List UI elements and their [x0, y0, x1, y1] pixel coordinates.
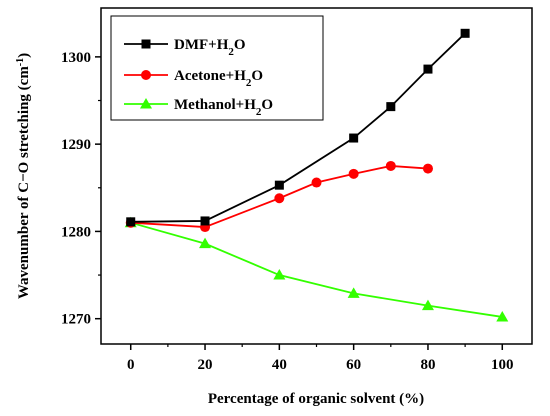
series-methanol-h2o	[124, 216, 509, 322]
x-tick-label: 100	[491, 357, 514, 373]
data-point-dmf-h2o	[460, 28, 470, 38]
legend-label-sub: 2	[228, 46, 234, 58]
series-layer	[124, 28, 509, 322]
data-point-acetone-h2o	[348, 168, 359, 179]
legend-label-tail: O	[251, 68, 263, 84]
legend-label-tail: O	[261, 97, 273, 113]
series-line-methanol-h2o	[130, 221, 503, 318]
data-point-acetone-h2o	[422, 163, 433, 174]
data-point-acetone-h2o	[274, 193, 285, 204]
x-axis-title: Percentage of organic solvent (%)	[208, 391, 424, 407]
y-axis-title: Wavenumber of C−O stretching (cm-1)	[15, 53, 33, 299]
legend-entry-dmf-h2o: DMF+H2O	[124, 37, 246, 58]
y-axis-title-main: Wavenumber of C−O stretching (cm	[16, 66, 32, 299]
data-point-methanol-h2o	[496, 310, 509, 322]
data-point-dmf-h2o	[349, 133, 359, 143]
data-point-methanol-h2o	[273, 269, 286, 280]
data-point-dmf-h2o	[126, 217, 136, 227]
legend-label: Acetone+H2O	[174, 68, 263, 89]
data-point-acetone-h2o	[385, 160, 396, 171]
data-point-methanol-h2o	[347, 287, 360, 298]
legend-marker	[141, 39, 151, 49]
y-axis-title-close: )	[16, 53, 32, 58]
data-point-acetone-h2o	[311, 177, 322, 188]
x-tick-label: 60	[346, 357, 361, 373]
legend-label-tail: O	[234, 37, 246, 53]
legend-label-main: Acetone+H	[174, 68, 246, 84]
legend-entry-methanol-h2o: Methanol+H2O	[124, 97, 273, 118]
legend-label: DMF+H2O	[174, 37, 246, 58]
x-tick-label: 40	[272, 357, 287, 373]
series-dmf-h2o	[126, 28, 470, 227]
legend-entry-acetone-h2o: Acetone+H2O	[124, 68, 263, 89]
x-tick-label: 20	[198, 357, 213, 373]
legend-marker	[140, 98, 152, 109]
legend-marker	[141, 70, 151, 80]
y-tick-label: 1290	[61, 137, 91, 153]
legend-label-main: Methanol+H	[174, 97, 256, 113]
legend-label-sub: 2	[256, 106, 262, 118]
legend-label: Methanol+H2O	[174, 97, 273, 118]
y-tick-label: 1300	[61, 50, 91, 66]
y-tick-label: 1280	[61, 224, 91, 240]
legend-label-main: DMF+H	[174, 37, 229, 53]
data-point-dmf-h2o	[274, 180, 284, 190]
x-tick-label: 0	[127, 357, 135, 373]
data-point-methanol-h2o	[421, 299, 434, 311]
x-tick-label: 80	[420, 357, 435, 373]
axis-ticks: 0 20 40 60 80 100 1270 1280 1290 1300	[61, 50, 514, 373]
data-point-methanol-h2o	[199, 237, 212, 249]
data-point-dmf-h2o	[386, 102, 396, 112]
data-point-dmf-h2o	[423, 64, 433, 74]
legend-label-sub: 2	[246, 77, 252, 89]
y-axis-title-sup: -1	[15, 58, 26, 66]
data-point-dmf-h2o	[200, 216, 210, 226]
y-tick-label: 1270	[61, 312, 91, 328]
